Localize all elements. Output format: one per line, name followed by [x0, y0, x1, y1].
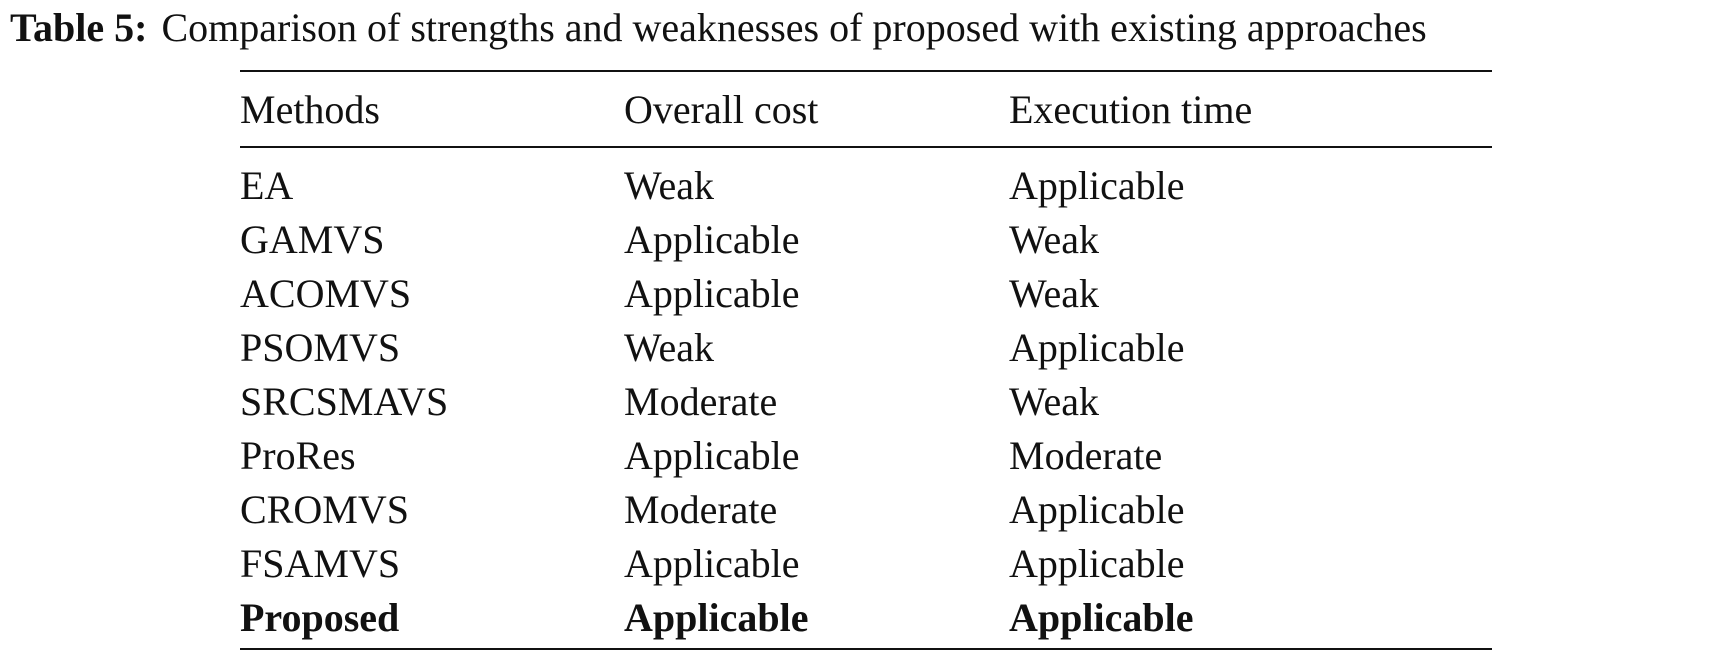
comparison-table: Methods Overall cost Execution time EA W… — [240, 70, 1492, 650]
table-row: SRCSMAVS Moderate Weak — [240, 374, 1492, 428]
cell-overall-cost: Applicable — [624, 540, 800, 586]
table-row-proposed: Proposed Applicable Applicable — [240, 590, 1492, 649]
comparison-table-container: Methods Overall cost Execution time EA W… — [240, 70, 1492, 650]
table-caption-text: Comparison of strengths and weaknesses o… — [161, 5, 1427, 50]
cell-overall-cost: Weak — [624, 324, 715, 370]
cell-execution-time: Applicable — [1009, 162, 1185, 208]
cell-execution-time: Moderate — [1009, 432, 1163, 478]
cell-overall-cost: Weak — [624, 162, 715, 208]
header-methods: Methods — [240, 86, 380, 132]
table-row: ACOMVS Applicable Weak — [240, 266, 1492, 320]
cell-method: ACOMVS — [240, 270, 412, 316]
cell-method: ProRes — [240, 432, 356, 478]
table-row: PSOMVS Weak Applicable — [240, 320, 1492, 374]
table-row: FSAMVS Applicable Applicable — [240, 536, 1492, 590]
cell-overall-cost: Moderate — [624, 486, 778, 532]
cell-overall-cost: Applicable — [624, 594, 809, 640]
table-row: CROMVS Moderate Applicable — [240, 482, 1492, 536]
cell-execution-time: Applicable — [1009, 594, 1194, 640]
header-execution-time: Execution time — [1009, 86, 1253, 132]
cell-execution-time: Applicable — [1009, 324, 1185, 370]
cell-method: PSOMVS — [240, 324, 401, 370]
table-row: ProRes Applicable Moderate — [240, 428, 1492, 482]
cell-overall-cost: Moderate — [624, 378, 778, 424]
table-row: EA Weak Applicable — [240, 147, 1492, 212]
cell-execution-time: Weak — [1009, 216, 1100, 262]
table-header: Methods Overall cost Execution time — [240, 71, 1492, 147]
cell-method: FSAMVS — [240, 540, 401, 586]
cell-method: CROMVS — [240, 486, 409, 532]
header-row: Methods Overall cost Execution time — [240, 71, 1492, 147]
cell-overall-cost: Applicable — [624, 216, 800, 262]
cell-execution-time: Applicable — [1009, 486, 1185, 532]
cell-method: Proposed — [240, 594, 400, 640]
cell-execution-time: Weak — [1009, 378, 1100, 424]
cell-method: EA — [240, 162, 294, 208]
cell-execution-time: Weak — [1009, 270, 1100, 316]
table-caption-label: Table 5: — [10, 5, 148, 50]
table-body: EA Weak Applicable GAMVS Applicable Weak… — [240, 147, 1492, 649]
header-overall-cost: Overall cost — [624, 86, 819, 132]
cell-method: SRCSMAVS — [240, 378, 449, 424]
table-caption: Table 5: Comparison of strengths and weak… — [10, 4, 1710, 52]
table-row: GAMVS Applicable Weak — [240, 212, 1492, 266]
cell-execution-time: Applicable — [1009, 540, 1185, 586]
cell-overall-cost: Applicable — [624, 270, 800, 316]
cell-method: GAMVS — [240, 216, 385, 262]
cell-overall-cost: Applicable — [624, 432, 800, 478]
